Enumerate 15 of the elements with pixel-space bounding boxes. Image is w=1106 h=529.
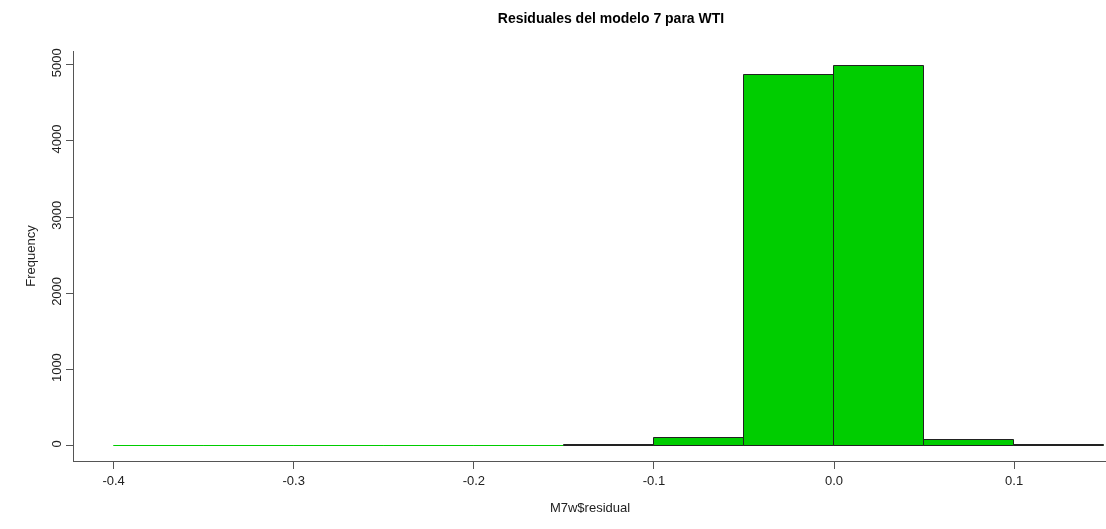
y-tick-label: 3000 [48,200,64,230]
x-tick-label: -0.2 [462,472,486,488]
y-tick-label: 2000 [48,276,64,306]
y-tick-label: 5000 [48,48,64,78]
x-axis-title: M7w$residual [549,500,631,516]
x-tick-label: -0.3 [282,472,305,488]
chart-title: Residuales del modelo 7 para WTI [497,9,725,26]
x-tick-label: -0.4 [102,472,125,488]
x-tick-label: -0.1 [642,472,666,488]
y-tick-label: 4000 [48,124,64,154]
y-axis-title: Frequency [22,224,38,287]
x-tick-label: 0.0 [825,472,844,488]
x-tick-label: 0.1 [1005,472,1024,488]
y-tick-label: 1000 [48,353,64,383]
y-tick-label: 0 [48,440,64,448]
